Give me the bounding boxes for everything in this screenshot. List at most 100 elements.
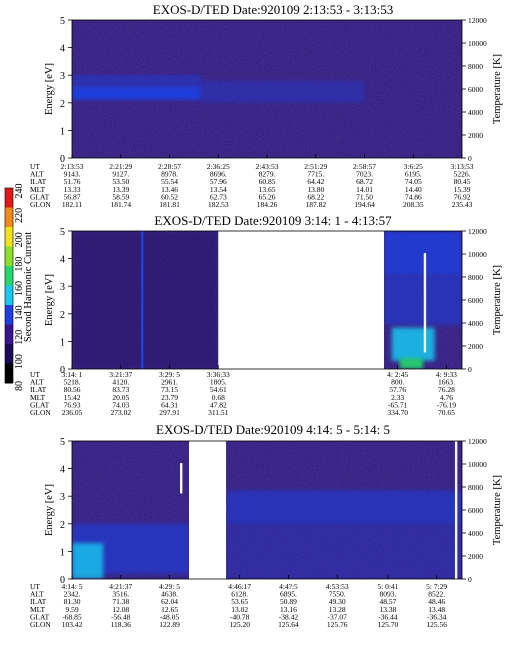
y-right-tick-label: 8000: [468, 273, 483, 282]
orbit-value: -76.19: [437, 400, 457, 409]
orbit-value: 182.53: [208, 200, 229, 209]
orbit-value: 80.45: [454, 177, 471, 186]
orbit-value: 23.79: [161, 393, 178, 402]
orbit-value: 2342.: [64, 590, 81, 599]
y-right-tick-label: 0: [468, 575, 472, 584]
orbit-value: 15.42: [64, 393, 81, 402]
orbit-value: 80.56: [64, 385, 81, 394]
orbit-value: 181.81: [159, 200, 180, 209]
orbit-value: 13.33: [64, 185, 81, 194]
orbit-value: 5226.: [454, 170, 471, 179]
orbit-value: 83.73: [112, 385, 129, 394]
orbit-value: 6895.: [280, 590, 297, 599]
orbit-value: 74.86: [405, 192, 422, 201]
orbit-value: 51.76: [64, 177, 81, 186]
y-right-tick-label: 8000: [468, 62, 483, 71]
y-tick-label: 4: [60, 465, 65, 476]
orbit-value: 12.08: [112, 605, 129, 614]
orbit-value: 55.54: [161, 177, 178, 186]
y-right-tick-label: 10000: [468, 250, 487, 259]
y-right-tick-label: 6000: [468, 85, 483, 94]
orbit-value: 13.16: [280, 605, 297, 614]
orbit-value: 13.65: [259, 185, 276, 194]
orbit-value: 4: 9:33: [436, 370, 457, 379]
orbit-row-label: MLT: [30, 605, 46, 614]
y-tick-label: 5: [60, 16, 65, 27]
y-tick-label: 0: [60, 575, 65, 586]
orbit-value: 6128.: [231, 590, 248, 599]
orbit-value: 56.87: [64, 192, 81, 201]
y-tick-label: 0: [60, 154, 65, 165]
orbit-value: 81.30: [64, 597, 81, 606]
y-right-tick-label: 0: [468, 365, 472, 374]
y-right-tick-label: 6000: [468, 506, 483, 515]
y-right-tick-label: 12000: [468, 437, 487, 446]
y-axis-label: Energy [eV]: [44, 484, 55, 536]
orbit-value: 182.11: [62, 200, 83, 209]
y-right-tick-label: 12000: [468, 16, 487, 25]
colorbar-segment: [5, 285, 13, 306]
y-right-tick-label: 6000: [468, 296, 483, 305]
orbit-row-label: ILAT: [30, 597, 47, 606]
orbit-value: 4:14: 5: [61, 582, 82, 591]
orbit-value: 122.89: [159, 620, 180, 629]
spectral-band: [72, 75, 201, 87]
orbit-value: 3:14: 1: [61, 370, 82, 379]
orbit-value: 13.48: [428, 605, 445, 614]
y-tick-label: 2: [60, 310, 65, 321]
orbit-value: 334.70: [387, 408, 408, 417]
colorbar-tick-label: 80: [14, 381, 25, 391]
orbit-value: 3:21:37: [109, 370, 132, 379]
y-tick-label: 1: [60, 337, 65, 348]
orbit-value: 76.92: [454, 192, 471, 201]
colorbar-segment: [5, 344, 13, 364]
orbit-value: 47.82: [210, 400, 227, 409]
colorbar-frame: [4, 187, 14, 384]
orbit-value: 0.68: [212, 393, 225, 402]
orbit-value: 15.39: [454, 185, 471, 194]
orbit-value: 68.22: [307, 192, 324, 201]
orbit-value: 1663.: [438, 378, 455, 387]
orbit-value: 194.64: [354, 200, 375, 209]
orbit-value: -36.34: [427, 612, 447, 621]
orbit-row-label: GLON: [30, 620, 51, 629]
orbit-value: 125.76: [327, 620, 348, 629]
orbit-value: -40.78: [230, 612, 250, 621]
orbit-row-label: ALT: [30, 170, 44, 179]
orbit-value: 125.70: [378, 620, 399, 629]
orbit-value: 2:13:53: [61, 162, 84, 171]
y-right-tick-label: 12000: [468, 227, 487, 236]
orbit-value: 74.05: [405, 177, 422, 186]
orbit-row-label: GLAT: [30, 400, 50, 409]
y-tick-label: 2: [60, 99, 65, 110]
orbit-value: 9143.: [64, 170, 81, 179]
y-right-axis-label: Temperature [K]: [492, 54, 503, 124]
spectral-band: [384, 231, 462, 276]
y-tick-label: 4: [60, 255, 65, 266]
orbit-value: 4120.: [112, 378, 129, 387]
orbit-value: -56.48: [111, 612, 131, 621]
orbit-value: 13.39: [112, 185, 129, 194]
orbit-value: 76.28: [438, 385, 455, 394]
orbit-row-label: GLON: [30, 200, 51, 209]
orbit-value: 2:43:53: [256, 162, 279, 171]
colorbar-segment: [5, 207, 13, 228]
orbit-value: 3516.: [112, 590, 129, 599]
spectral-band: [384, 275, 462, 325]
orbit-value: 4.76: [440, 393, 453, 402]
orbit-value: 53.65: [231, 597, 248, 606]
orbit-value: 8696.: [210, 170, 227, 179]
plot-area: [72, 20, 462, 158]
orbit-value: 57.76: [389, 385, 406, 394]
orbit-value: 187.82: [305, 200, 326, 209]
colorbar-segment: [5, 305, 13, 325]
colorbar-segment: [5, 246, 13, 267]
orbit-value: 125.20: [229, 620, 250, 629]
orbit-value: 64.31: [161, 400, 178, 409]
colorbar-tick-label: 220: [14, 208, 25, 223]
colorbar-segment: [5, 266, 13, 286]
orbit-value: -37.07: [328, 612, 348, 621]
y-right-tick-label: 4000: [468, 319, 483, 328]
orbit-value: 2:21:29: [109, 162, 132, 171]
